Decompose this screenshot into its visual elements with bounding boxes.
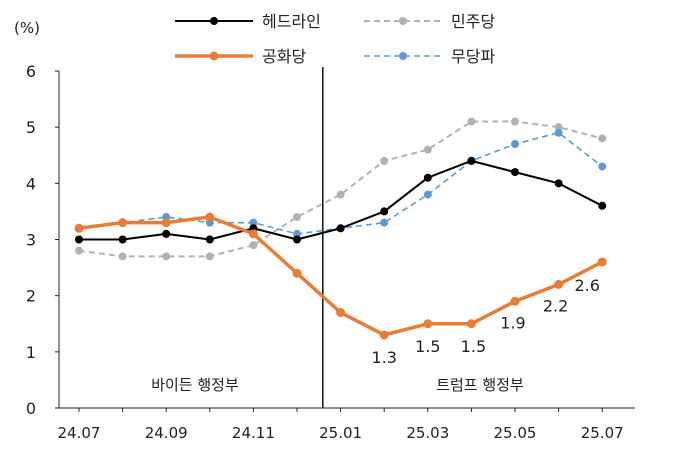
series-point-2 (554, 279, 564, 289)
series-point-0 (75, 235, 83, 244)
series-point-1 (75, 246, 83, 255)
series-point-0 (554, 179, 563, 188)
series-point-1 (598, 134, 607, 143)
legend-label-1: 민주당 (451, 12, 495, 31)
x-tick-label: 25.05 (494, 424, 537, 442)
series-point-2 (466, 319, 476, 329)
series-point-3 (249, 218, 258, 227)
series-point-0 (205, 235, 214, 244)
y-tick-label: 1 (26, 343, 36, 362)
x-tick-label: 24.11 (232, 424, 275, 442)
region-label-trump: 트럼프 행정부 (436, 376, 524, 394)
series-point-1 (423, 145, 432, 154)
series-point-2 (379, 330, 389, 340)
series-line-3 (78, 131, 603, 235)
legend-marker-3 (399, 52, 407, 60)
legend-marker-0 (210, 17, 218, 25)
series-point-2 (597, 257, 607, 267)
series-point-1 (293, 213, 301, 222)
legend-label-3: 무당파 (451, 47, 495, 66)
data-label: 1.3 (371, 348, 396, 367)
legend-label-2: 공화당 (262, 47, 306, 66)
series-point-3 (380, 218, 389, 227)
axes: 0 1 2 3 4 5 6 24.07 24.09 24.11 25.01 25.03 25.05 25.… (26, 62, 635, 442)
y-tick-label: 3 (26, 231, 36, 250)
unit-label: (%) (14, 19, 40, 37)
series-point-1 (554, 123, 563, 132)
series-point-0 (336, 224, 345, 233)
series-point-2 (423, 319, 433, 329)
x-tick-label: 24.07 (58, 424, 101, 442)
series-point-2 (510, 296, 520, 306)
series-point-1 (249, 241, 258, 250)
series-point-1 (118, 252, 127, 261)
y-tick-label: 5 (26, 118, 36, 137)
series-point-0 (162, 229, 171, 238)
legend-marker-1 (399, 17, 407, 25)
y-tick-label: 6 (26, 62, 36, 81)
series-point-1 (205, 252, 214, 261)
series-point-1 (467, 117, 476, 126)
series-point-0 (293, 235, 301, 244)
x-tick-label: 25.01 (319, 424, 362, 442)
series-point-0 (598, 201, 607, 210)
series-point-0 (467, 156, 476, 165)
legend-marker-2 (209, 51, 219, 61)
series-point-1 (380, 156, 389, 165)
y-tick-label: 4 (26, 174, 36, 193)
series-point-2 (248, 229, 258, 239)
series-point-0 (511, 168, 519, 177)
series-point-0 (380, 207, 389, 216)
x-tick-label: 25.07 (581, 424, 624, 442)
series-point-0 (118, 235, 127, 244)
series-point-1 (162, 252, 171, 261)
y-tick-label: 2 (26, 287, 36, 306)
series-point-1 (511, 117, 519, 126)
series-point-3 (511, 140, 519, 149)
series-point-3 (423, 190, 432, 199)
data-label: 1.9 (500, 313, 525, 332)
series-point-2 (336, 308, 346, 318)
series-point-2 (118, 218, 128, 228)
series-point-2 (292, 268, 302, 278)
y-tick-label: 0 (26, 399, 36, 418)
x-tick-label: 25.03 (406, 424, 449, 442)
data-label: 2.6 (574, 276, 599, 295)
data-label: 1.5 (461, 337, 486, 356)
data-label: 1.5 (415, 337, 440, 356)
series-point-2 (161, 218, 171, 228)
series-point-3 (293, 229, 301, 238)
series-point-1 (336, 190, 345, 199)
series-point-2 (205, 212, 215, 222)
series-point-3 (554, 128, 563, 137)
plot-area: 1.3 1.5 1.5 1.9 2.2 2.6 (74, 117, 607, 367)
x-tick-label: 24.09 (145, 424, 188, 442)
legend-label-0: 헤드라인 (262, 12, 321, 31)
region-label-biden: 바이든 행정부 (151, 376, 239, 394)
series-point-2 (74, 223, 84, 233)
data-label: 2.2 (543, 296, 568, 315)
series-point-0 (423, 173, 432, 182)
series-point-3 (598, 162, 607, 171)
